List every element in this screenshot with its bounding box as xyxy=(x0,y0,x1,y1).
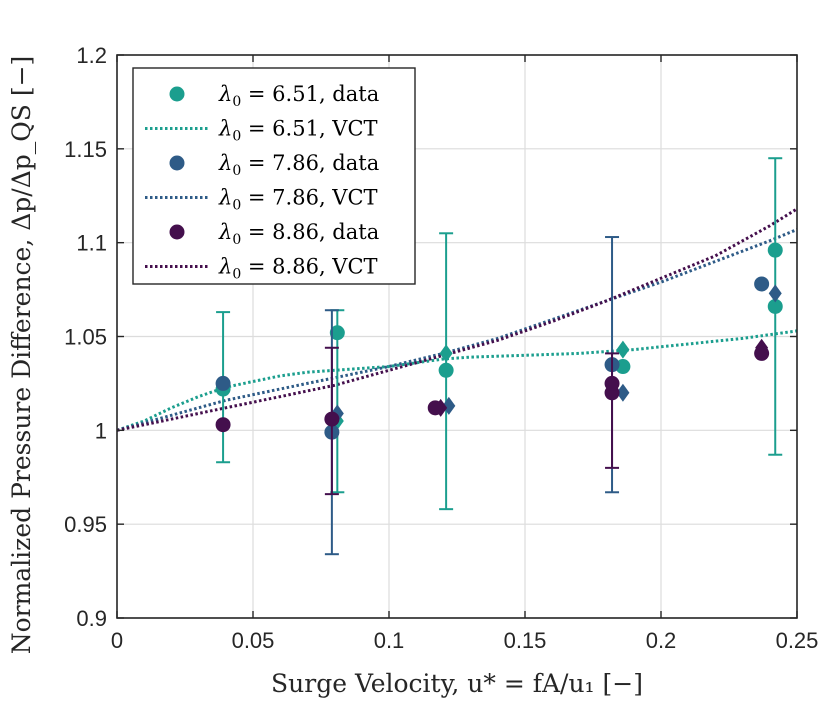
x-tick-label: 0.05 xyxy=(232,628,275,653)
data-point xyxy=(329,325,345,341)
data-point xyxy=(215,375,231,391)
y-tick-label: 1.05 xyxy=(64,325,107,350)
vct-line xyxy=(116,207,798,432)
legend-label: λ0 = 7.86, VCT xyxy=(218,186,378,214)
y-tick-label: 1.15 xyxy=(64,137,107,162)
x-tick-label: 0.2 xyxy=(646,628,677,653)
data-point xyxy=(604,375,620,391)
legend-label: λ0 = 8.86, VCT xyxy=(218,255,378,283)
diamond-point xyxy=(616,340,630,359)
data-point xyxy=(767,242,783,258)
ticks: 0 0.05 0.1 0.15 0.2 0.25 0.9 0.95 1 1.05 1.1 1.15 1.… xyxy=(64,43,818,653)
x-tick-label: 0.1 xyxy=(374,628,405,653)
legend-marker xyxy=(169,224,185,240)
legend-marker xyxy=(169,155,185,171)
vct-line xyxy=(116,228,798,432)
legend-box xyxy=(132,67,416,285)
legend: λ0 = 6.51, data λ0 = 6.51, VCT λ0 = 7.86, … xyxy=(132,67,416,285)
data-point xyxy=(215,417,231,433)
y-tick-label: 1.1 xyxy=(76,231,107,256)
legend-label: λ0 = 8.86, data xyxy=(218,220,379,248)
data-point xyxy=(324,411,340,427)
diamond-point xyxy=(616,383,630,402)
y-tick-label: 0.9 xyxy=(76,606,107,631)
data-point xyxy=(754,276,770,292)
y-axis-label: Normalized Pressure Difference, Δp/Δp_QS… xyxy=(7,56,36,655)
x-tick-label: 0.15 xyxy=(504,628,547,653)
legend-label: λ0 = 7.86, data xyxy=(218,151,379,179)
data-point xyxy=(754,345,770,361)
y-tick-label: 1.2 xyxy=(76,43,107,68)
x-tick-label: 0 xyxy=(111,628,123,653)
data-point xyxy=(767,298,783,314)
y-tick-label: 1 xyxy=(95,418,107,443)
data-point xyxy=(438,362,454,378)
legend-label: λ0 = 6.51, VCT xyxy=(218,117,378,145)
legend-label: λ0 = 6.51, data xyxy=(218,82,379,110)
diamond-point xyxy=(768,284,782,303)
diamond-point xyxy=(439,344,453,363)
data-point xyxy=(427,400,443,416)
series-layer xyxy=(116,157,798,556)
x-tick-label: 0.25 xyxy=(776,628,819,653)
y-tick-label: 0.95 xyxy=(64,512,107,537)
diamond-point xyxy=(442,396,456,415)
legend-marker xyxy=(169,86,185,102)
x-axis-label: Surge Velocity, u* = fA/u₁ [−] xyxy=(271,669,643,698)
